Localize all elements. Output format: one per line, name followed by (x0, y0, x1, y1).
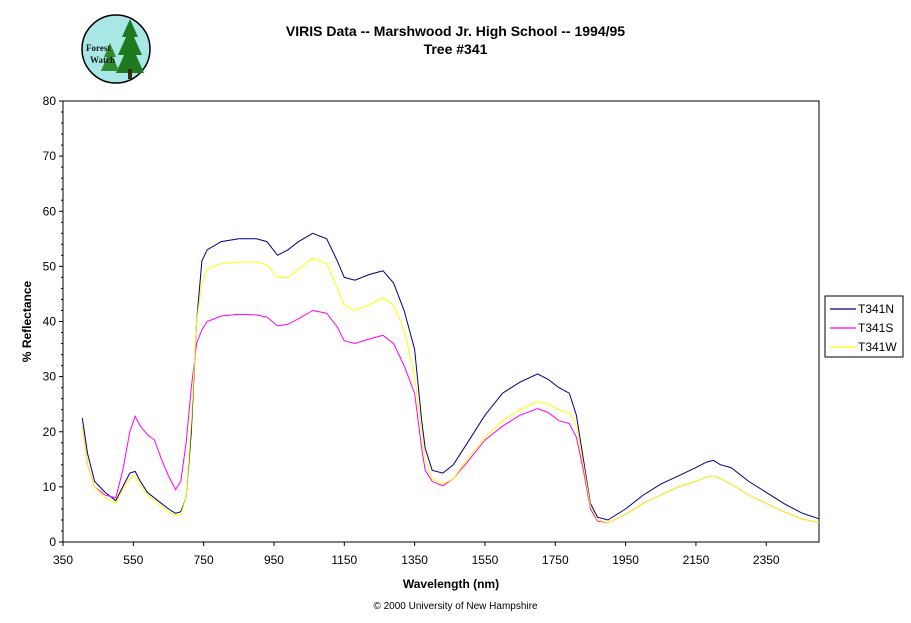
series-layer (81, 232, 820, 524)
y-tick-label: 30 (43, 370, 57, 384)
x-tick-label: 2150 (683, 553, 710, 567)
legend-label-t341w: T341W (858, 340, 897, 354)
y-tick-label: 0 (49, 535, 56, 549)
x-tick-label: 350 (53, 553, 73, 567)
y-tick-label: 50 (43, 259, 57, 273)
series-line-t341w (81, 257, 820, 524)
series-line-t341s (81, 309, 820, 524)
logo-text-line1: Forest (86, 43, 110, 53)
x-tick-label: 550 (123, 553, 143, 567)
x-tick-label: 1350 (401, 553, 428, 567)
logo-text-line2: Watch (90, 55, 115, 65)
chart-axes: 0 10 20 30 40 50 60 70 80 350 550 750 950 1150 1350 155… (20, 94, 820, 591)
legend-label-t341s: T341S (858, 321, 893, 335)
forest-watch-logo: Forest Watch (81, 14, 151, 84)
y-axis-title: % Reflectance (20, 280, 34, 362)
y-tick-label: 80 (43, 94, 57, 108)
x-tick-label: 1750 (542, 553, 569, 567)
chart-legend: T341N T341S T341W (824, 295, 904, 358)
y-tick-label: 70 (43, 149, 57, 163)
series-line-t341n (81, 232, 820, 521)
chart-subtitle: Tree #341 (423, 41, 488, 57)
x-tick-label: 1950 (612, 553, 639, 567)
plot-area-frame (62, 100, 820, 543)
x-tick-label: 1150 (331, 553, 357, 567)
x-tick-label: 2350 (753, 553, 780, 567)
chart-title: VIRIS Data -- Marshwood Jr. High School … (285, 23, 626, 39)
x-axis-title: Wavelength (nm) (403, 577, 499, 591)
x-tick-label: 1550 (472, 553, 499, 567)
x-tick-label: 750 (194, 553, 214, 567)
chart-title-block: VIRIS Data -- Marshwood Jr. High School … (0, 22, 911, 58)
tree-icon (116, 19, 144, 73)
y-tick-label: 20 (43, 425, 57, 439)
y-tick-label: 60 (43, 204, 57, 218)
y-tick-label: 10 (43, 480, 57, 494)
y-tick-label: 40 (43, 315, 57, 329)
copyright-footer: © 2000 University of New Hampshire (373, 601, 538, 612)
x-tick-label: 950 (264, 553, 284, 567)
legend-label-t341n: T341N (858, 302, 894, 316)
